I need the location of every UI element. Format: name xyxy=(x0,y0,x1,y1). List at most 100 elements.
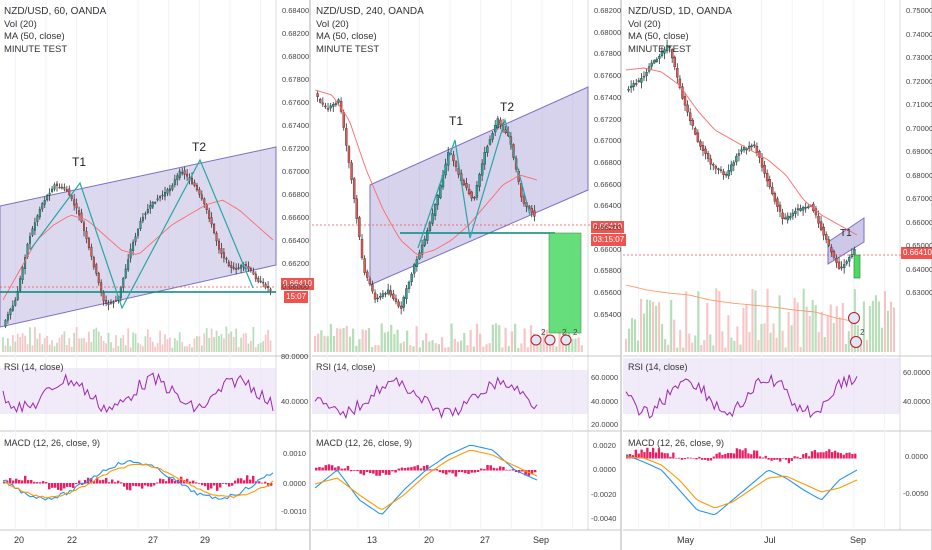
panel1-macd-hist xyxy=(219,483,222,488)
panel1-volume-bar xyxy=(252,326,255,352)
panel2-indicator-vol[interactable]: Vol (20) xyxy=(316,18,349,30)
panel1-macd-hist xyxy=(120,482,123,484)
panel2-candle xyxy=(352,178,356,200)
panel1-candle xyxy=(203,198,206,205)
panel1-candle xyxy=(14,299,17,306)
panel3-candle xyxy=(745,148,748,151)
panel1-ma-line xyxy=(2,199,274,301)
panel3-volume-bar xyxy=(880,327,883,352)
panel3-volume-bar xyxy=(796,302,799,352)
panel3-volume-bar xyxy=(703,340,706,352)
panel2-candle xyxy=(473,197,476,199)
panel2-candle xyxy=(326,108,330,110)
panel2-title[interactable]: NZD/USD, 240, OANDA xyxy=(316,6,424,17)
panel3-indicator-minute[interactable]: MINUTE TEST xyxy=(628,43,692,55)
panel3-candle xyxy=(789,216,792,219)
panel3-macd-hist xyxy=(833,450,837,459)
panel1-macd-hist xyxy=(234,480,237,484)
panel2-volume-bar xyxy=(498,325,501,352)
panel1-candle xyxy=(149,204,152,209)
panel1-title[interactable]: NZD/USD, 60, OANDA xyxy=(4,6,107,17)
panel2-rsi-line xyxy=(314,376,538,420)
panel2-volume-bar xyxy=(463,332,466,352)
panel3-macd-hist xyxy=(721,454,724,459)
panel3-volume-bar xyxy=(652,301,655,352)
panel2-volume-bar xyxy=(507,346,510,352)
panel2-candle xyxy=(402,296,405,308)
panel1-volume-bar xyxy=(208,337,211,352)
panel1-volume-bar xyxy=(142,346,144,352)
panel2-volume-bar xyxy=(386,331,390,352)
panel3-price-tick-11: 0.64000 xyxy=(906,264,932,274)
panel2-rsi-tick-1: 40.0000 xyxy=(591,397,619,406)
panel1-rsi-label[interactable]: RSI (14, close) xyxy=(4,362,64,372)
panel1-macd-hist xyxy=(87,477,90,484)
panel1-candle xyxy=(114,300,117,302)
panel1-volume-bar xyxy=(218,336,220,352)
panel2-rsi-label[interactable]: RSI (14, close) xyxy=(316,362,376,372)
panel1-volume-bar xyxy=(269,340,272,352)
panel1-volume-bar xyxy=(70,346,73,352)
panel2-candle xyxy=(478,174,481,187)
panel1-candle xyxy=(159,196,162,199)
panel2-candle xyxy=(499,119,502,126)
panel2-candle xyxy=(399,305,403,309)
panel1-candle xyxy=(168,188,171,192)
panel1-xlabel-0: 20 xyxy=(14,535,25,545)
panel1-price-tick-12: 0.66000 xyxy=(282,282,310,291)
panel3-candle xyxy=(804,207,807,209)
panel3-volume-bar xyxy=(742,307,745,352)
panel2-candle xyxy=(319,99,322,103)
panel2-candle xyxy=(533,210,536,217)
panel3-volume-bar xyxy=(739,344,742,352)
panel2-volume-bar xyxy=(345,325,348,352)
panel3-indicator-vol[interactable]: Vol (20) xyxy=(628,18,661,30)
panel3-candle xyxy=(778,204,782,212)
panel2-macd-hist xyxy=(416,465,420,471)
panel1-indicator-vol[interactable]: Vol (20) xyxy=(4,18,37,30)
panel1-volume-bar xyxy=(188,343,191,352)
panel3-candle xyxy=(696,132,700,142)
panel1-macd-label[interactable]: MACD (12, 26, close, 9) xyxy=(4,438,101,448)
panel2-volume-bar xyxy=(520,343,523,352)
panel2-volume-bar xyxy=(409,345,412,352)
panel3-macd-hist xyxy=(715,453,718,459)
panel1-volume-bar xyxy=(250,341,252,352)
panel3-candle xyxy=(763,165,766,174)
panel2-rsi-tick-0: 60.0000 xyxy=(591,373,619,382)
panel3-macd-hist xyxy=(657,448,661,459)
panel3-indicator-ma[interactable]: MA (50, close) xyxy=(628,31,689,42)
panel1-indicator-ma[interactable]: MA (50, close) xyxy=(4,31,65,42)
panel1-candle xyxy=(132,242,135,251)
panel1-macd-hist xyxy=(186,478,189,484)
panel2-event-count-a: 2 xyxy=(541,328,546,337)
panel2-macd-label[interactable]: MACD (12, 26, close, 9) xyxy=(316,438,413,448)
panel3-candle xyxy=(637,80,641,82)
panel1-volume-bar xyxy=(102,340,105,352)
panel1-indicator-minute[interactable]: MINUTE TEST xyxy=(4,43,68,55)
panel2-macd-hist xyxy=(473,470,477,473)
panel3-rsi-label[interactable]: RSI (14, close) xyxy=(628,362,688,372)
panel1-macd-hist xyxy=(57,483,60,490)
panel3-macd-hist xyxy=(677,457,681,459)
panel1-candle xyxy=(107,303,110,306)
panel1-candle xyxy=(11,305,14,311)
panel1-candle xyxy=(19,278,22,291)
panel2-indicator-ma[interactable]: MA (50, close) xyxy=(316,31,377,42)
panel2-volume-bar xyxy=(491,324,494,352)
panel2-candle xyxy=(384,293,387,295)
panel1-volume-bar xyxy=(56,342,58,352)
panel2-volume-bar xyxy=(352,328,355,352)
panel2-indicator-minute[interactable]: MINUTE TEST xyxy=(316,43,380,55)
panel2-candle xyxy=(470,191,473,199)
panel3-title[interactable]: NZD/USD, 1D, OANDA xyxy=(628,6,732,17)
panel3-candle xyxy=(825,234,828,240)
panel1-volume-bar xyxy=(105,343,107,352)
panel3-macd-hist xyxy=(741,450,744,459)
panel3-macd-label[interactable]: MACD (12, 26, close, 9) xyxy=(628,438,725,448)
panel3-candle xyxy=(853,249,856,255)
panel1-macd-hist xyxy=(135,483,138,487)
panel1-volume-bar xyxy=(124,345,127,352)
panel3-macd-hist xyxy=(842,454,845,459)
panel3-macd-hist xyxy=(839,453,842,459)
